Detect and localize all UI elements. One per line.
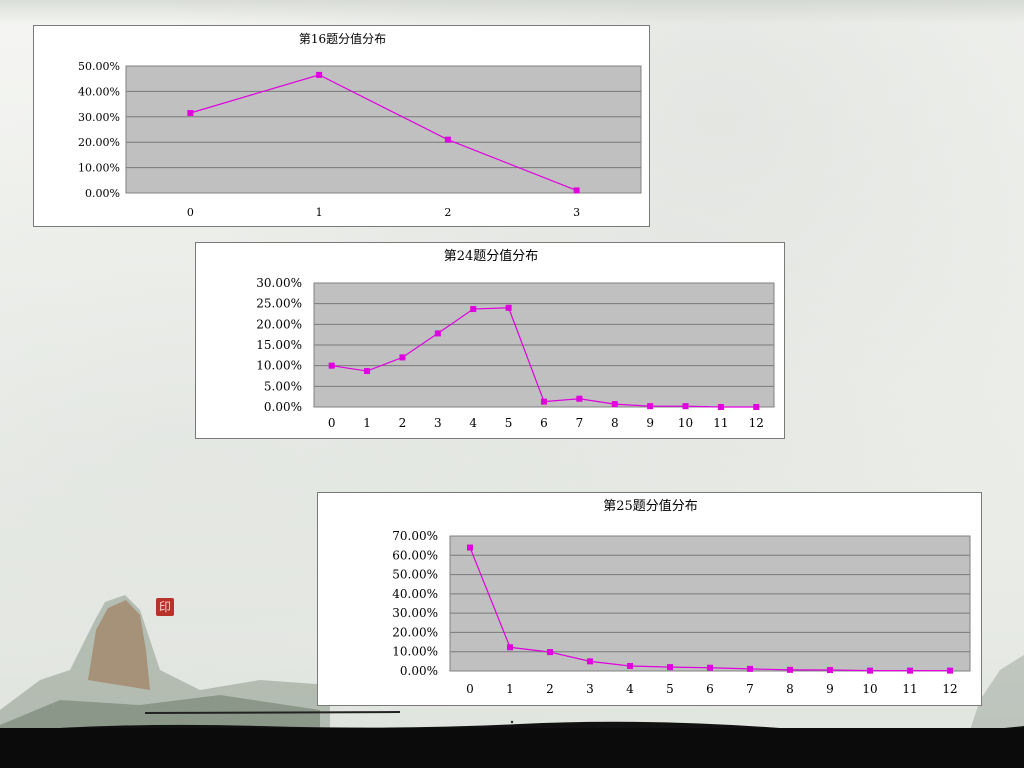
data-point	[444, 136, 451, 143]
x-tick-label: 11	[713, 416, 728, 430]
x-tick-label: 4	[626, 682, 634, 696]
data-point	[328, 362, 335, 369]
x-tick-label: 10	[678, 416, 693, 430]
y-tick-label: 30.00%	[392, 606, 438, 620]
chart-svg-q24: 第24题分值分布 0.00% 5.00% 10.00% 15.00% 20.00% 25.0…	[256, 248, 775, 430]
x-tick-label: 12	[749, 416, 764, 430]
data-point	[682, 403, 689, 410]
red-seal-stamp: 印	[156, 598, 174, 616]
data-point	[947, 667, 953, 674]
plot-area	[449, 535, 971, 672]
y-tick-label: 30.00%	[78, 111, 120, 124]
data-point	[507, 644, 513, 651]
data-point	[576, 395, 583, 402]
y-tick-label: 10.00%	[256, 359, 302, 373]
y-tick-label: 10.00%	[392, 645, 438, 659]
x-tick-label: 6	[540, 416, 548, 430]
x-tick-label: 5	[666, 682, 674, 696]
y-tick-label: 70.00%	[392, 529, 438, 543]
x-tick-label: 5	[505, 416, 513, 430]
y-tick-label: 0.00%	[400, 664, 438, 678]
x-tick-label: 1	[363, 416, 371, 430]
data-point	[867, 667, 873, 674]
series-line	[190, 74, 577, 192]
x-tick-label: 9	[826, 682, 834, 696]
y-tick-label: 40.00%	[392, 587, 438, 601]
data-point	[573, 187, 580, 194]
y-tick-label: 15.00%	[256, 338, 302, 352]
data-point	[707, 664, 713, 671]
chart-svg-q16: 第16题分值分布 0.00% 10.00% 20.00% 30.00% 40.00% 50.…	[78, 31, 642, 219]
x-tick-label: 7	[746, 682, 754, 696]
x-tick-label: 3	[586, 682, 594, 696]
data-point	[667, 664, 673, 671]
x-tick-label: 11	[902, 682, 917, 696]
top-fog-band	[0, 0, 1024, 24]
chart-panel-q25: 第25题分值分布 0.00% 10.00% 20.00% 30.00% 40.00% 50.…	[317, 492, 982, 706]
x-tick-label: 7	[576, 416, 584, 430]
chart-title: 第25题分值分布	[603, 498, 698, 514]
bottom-ink-band	[0, 728, 1024, 768]
chart-title: 第16题分值分布	[299, 31, 386, 46]
x-tick-label: 9	[646, 416, 654, 430]
x-tick-label: 3	[434, 416, 442, 430]
data-point	[827, 667, 833, 674]
y-tick-label: 50.00%	[392, 568, 438, 582]
x-tick-label: 0	[328, 416, 336, 430]
data-point	[505, 304, 512, 311]
data-point	[364, 368, 371, 375]
x-tick-label: 2	[546, 682, 554, 696]
x-tick-label: 0	[187, 206, 194, 219]
data-point	[541, 398, 547, 405]
y-tick-label: 30.00%	[256, 276, 302, 290]
data-point	[753, 404, 760, 410]
x-tick-label: 3	[573, 206, 580, 219]
chart-panel-q24: 第24题分值分布 0.00% 5.00% 10.00% 15.00% 20.00% 25.0…	[195, 242, 785, 439]
data-point	[470, 306, 477, 313]
x-tick-label: 0	[466, 682, 474, 696]
y-tick-label: 5.00%	[264, 379, 302, 393]
y-tick-label: 40.00%	[78, 85, 120, 98]
x-tick-label: 2	[444, 206, 451, 219]
chart-title: 第24题分值分布	[444, 248, 539, 264]
y-tick-label: 10.00%	[78, 162, 120, 175]
y-tick-label: 60.00%	[392, 548, 438, 562]
y-tick-label: 0.00%	[85, 187, 120, 200]
y-tick-label: 20.00%	[392, 625, 438, 639]
data-point	[434, 330, 441, 337]
y-tick-label: 20.00%	[78, 136, 120, 149]
y-tick-label: 25.00%	[256, 297, 302, 311]
data-point	[187, 109, 194, 116]
data-point	[787, 666, 793, 673]
data-point	[467, 544, 473, 551]
x-tick-label: 12	[942, 682, 957, 696]
data-point	[587, 658, 593, 665]
x-tick-label: 8	[786, 682, 794, 696]
data-point	[907, 667, 913, 674]
data-point	[717, 404, 724, 410]
data-point	[747, 665, 753, 672]
x-tick-label: 4	[469, 416, 477, 430]
x-tick-label: 6	[706, 682, 714, 696]
data-point	[627, 662, 633, 669]
chart-panel-q16: 第16题分值分布 0.00% 10.00% 20.00% 30.00% 40.00% 50.…	[33, 25, 650, 227]
data-point	[316, 71, 323, 78]
x-tick-label: 1	[316, 206, 323, 219]
plot-area	[125, 65, 642, 194]
x-tick-label: 2	[399, 416, 407, 430]
x-tick-label: 8	[611, 416, 619, 430]
x-tick-label: 10	[862, 682, 877, 696]
data-point	[547, 649, 553, 656]
x-tick-label: 1	[506, 682, 514, 696]
y-tick-label: 0.00%	[264, 400, 302, 414]
chart-svg-q25: 第25题分值分布 0.00% 10.00% 20.00% 30.00% 40.00% 50.…	[392, 498, 971, 696]
y-tick-label: 20.00%	[256, 317, 302, 331]
y-tick-label: 50.00%	[78, 60, 120, 73]
data-point	[647, 403, 654, 410]
data-point	[399, 354, 406, 361]
data-point	[611, 401, 618, 408]
